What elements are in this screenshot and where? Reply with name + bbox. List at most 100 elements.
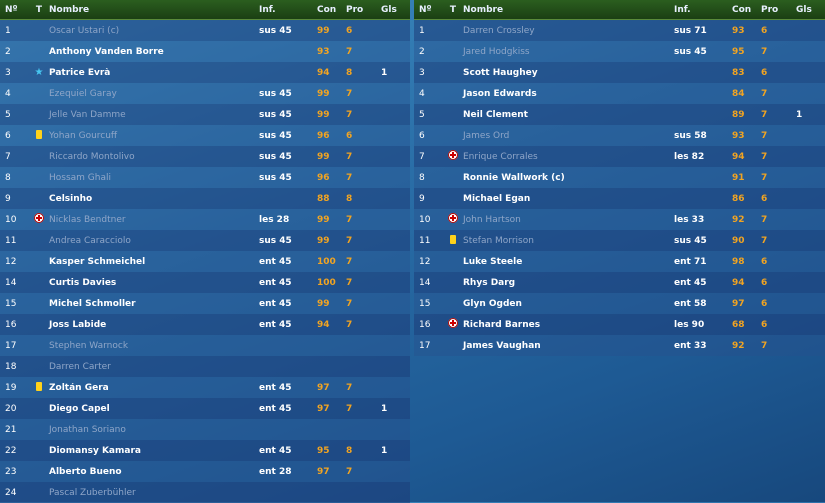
player-condition: 94 (317, 319, 330, 330)
table-row[interactable]: 3 ★ Patrice Evrà 94 8 1 (0, 62, 410, 83)
header-info[interactable]: Inf. (259, 4, 276, 15)
player-condition: 99 (317, 88, 330, 99)
player-condition: 97 (317, 382, 330, 393)
table-row[interactable]: 9 Michael Egan 86 6 (414, 188, 825, 209)
player-form: 6 (761, 256, 768, 267)
table-row[interactable]: 19 Zoltán Gera ent 45 97 7 (0, 377, 410, 398)
player-info: ent 45 (259, 256, 292, 267)
away-squad-table: Nº T Nombre Inf. Con Pro Gls 1 Darren Cro… (414, 0, 825, 356)
table-row[interactable]: 11 Andrea Caracciolo sus 45 99 7 (0, 230, 410, 251)
header-goals[interactable]: Gls (796, 4, 812, 15)
player-form: 7 (346, 235, 353, 246)
player-number: 4 (419, 88, 425, 99)
table-row[interactable]: 7 Enrique Corrales les 82 94 7 (414, 146, 825, 167)
header-number[interactable]: Nº (5, 4, 18, 15)
table-row[interactable]: 4 Ezequiel Garay sus 45 99 7 (0, 83, 410, 104)
player-name: Oscar Ustari (c) (49, 25, 120, 36)
header-name[interactable]: Nombre (463, 4, 504, 15)
player-number: 16 (5, 319, 17, 330)
table-row[interactable]: 23 Alberto Bueno ent 28 97 7 (0, 461, 410, 482)
player-form: 7 (761, 151, 768, 162)
player-name: Hossam Ghali (49, 172, 111, 183)
header-goals[interactable]: Gls (381, 4, 397, 15)
player-name: Jelle Van Damme (49, 109, 126, 120)
table-row[interactable]: 2 Jared Hodgkiss sus 45 95 7 (414, 41, 825, 62)
player-name: Stephen Warnock (49, 340, 129, 351)
table-row[interactable]: 16 Richard Barnes les 90 68 6 (414, 314, 825, 335)
table-row[interactable]: 5 Jelle Van Damme sus 45 99 7 (0, 104, 410, 125)
table-row[interactable]: 24 Pascal Zuberbühler (0, 482, 410, 503)
table-row[interactable]: 18 Darren Carter (0, 356, 410, 377)
player-name: Nicklas Bendtner (49, 214, 126, 225)
table-row[interactable]: 6 James Ord sus 58 93 7 (414, 125, 825, 146)
table-row[interactable]: 4 Jason Edwards 84 7 (414, 83, 825, 104)
player-tag (445, 318, 461, 331)
player-name: Jared Hodgkiss (463, 46, 530, 57)
player-info: sus 45 (674, 235, 707, 246)
table-row[interactable]: 6 Yohan Gourcuff sus 45 96 6 (0, 125, 410, 146)
table-row[interactable]: 11 Stefan Morrison sus 45 90 7 (414, 230, 825, 251)
header-condition[interactable]: Con (732, 4, 752, 15)
table-row[interactable]: 17 James Vaughan ent 33 92 7 (414, 335, 825, 356)
table-row[interactable]: 8 Hossam Ghali sus 45 96 7 (0, 167, 410, 188)
table-row[interactable]: 12 Luke Steele ent 71 98 6 (414, 251, 825, 272)
header-form[interactable]: Pro (346, 4, 364, 15)
player-form: 6 (761, 25, 768, 36)
table-row[interactable]: 22 Diomansy Kamara ent 45 95 8 1 (0, 440, 410, 461)
table-row[interactable]: 14 Curtis Davies ent 45 100 7 (0, 272, 410, 293)
table-row[interactable]: 14 Rhys Darg ent 45 94 6 (414, 272, 825, 293)
player-condition: 86 (732, 193, 745, 204)
table-row[interactable]: 7 Riccardo Montolivo sus 45 99 7 (0, 146, 410, 167)
table-row[interactable]: 10 John Hartson les 33 92 7 (414, 209, 825, 230)
player-info: sus 45 (674, 46, 707, 57)
player-name: Joss Labide (49, 319, 107, 330)
table-row[interactable]: 15 Glyn Ogden ent 58 97 6 (414, 293, 825, 314)
player-number: 7 (5, 151, 11, 162)
player-number: 7 (419, 151, 425, 162)
table-row[interactable]: 1 Darren Crossley sus 71 93 6 (414, 20, 825, 41)
table-row[interactable]: 20 Diego Capel ent 45 97 7 1 (0, 398, 410, 419)
table-row[interactable]: 3 Scott Haughey 83 6 (414, 62, 825, 83)
header-tag[interactable]: T (35, 4, 43, 15)
table-row[interactable]: 9 Celsinho 88 8 (0, 188, 410, 209)
player-info: sus 71 (674, 25, 707, 36)
header-info[interactable]: Inf. (674, 4, 691, 15)
player-goals: 1 (381, 67, 388, 78)
table-row[interactable]: 2 Anthony Vanden Borre 93 7 (0, 41, 410, 62)
table-row[interactable]: 1 Oscar Ustari (c) sus 45 99 6 (0, 20, 410, 41)
player-form: 7 (761, 172, 768, 183)
player-condition: 99 (317, 109, 330, 120)
table-row[interactable]: 17 Stephen Warnock (0, 335, 410, 356)
player-tag (445, 234, 461, 247)
player-tag: ★ (31, 67, 47, 78)
player-name: James Vaughan (463, 340, 541, 351)
table-row[interactable]: 12 Kasper Schmeichel ent 45 100 7 (0, 251, 410, 272)
player-goals: 1 (381, 445, 388, 456)
player-name: Richard Barnes (463, 319, 541, 330)
player-condition: 95 (317, 445, 330, 456)
table-row[interactable]: 5 Neil Clement 89 7 1 (414, 104, 825, 125)
header-condition[interactable]: Con (317, 4, 337, 15)
header-name[interactable]: Nombre (49, 4, 90, 15)
table-row[interactable]: 16 Joss Labide ent 45 94 7 (0, 314, 410, 335)
table-row[interactable]: 8 Ronnie Wallwork (c) 91 7 (414, 167, 825, 188)
player-info: ent 71 (674, 256, 707, 267)
player-name: Neil Clement (463, 109, 528, 120)
header-number[interactable]: Nº (419, 4, 432, 15)
player-condition: 88 (317, 193, 330, 204)
player-name: Yohan Gourcuff (49, 130, 118, 141)
star-icon: ★ (34, 67, 44, 78)
header-tag[interactable]: T (449, 4, 457, 15)
table-row[interactable]: 10 Nicklas Bendtner les 28 99 7 (0, 209, 410, 230)
table-row[interactable]: 21 Jonathan Soriano (0, 419, 410, 440)
header-form[interactable]: Pro (761, 4, 779, 15)
player-form: 7 (346, 277, 353, 288)
table-row[interactable]: 15 Michel Schmoller ent 45 99 7 (0, 293, 410, 314)
player-number: 12 (419, 256, 431, 267)
player-condition: 99 (317, 151, 330, 162)
player-name: Kasper Schmeichel (49, 256, 146, 267)
player-number: 16 (419, 319, 431, 330)
player-condition: 99 (317, 298, 330, 309)
player-condition: 89 (732, 109, 745, 120)
player-condition: 94 (732, 151, 745, 162)
